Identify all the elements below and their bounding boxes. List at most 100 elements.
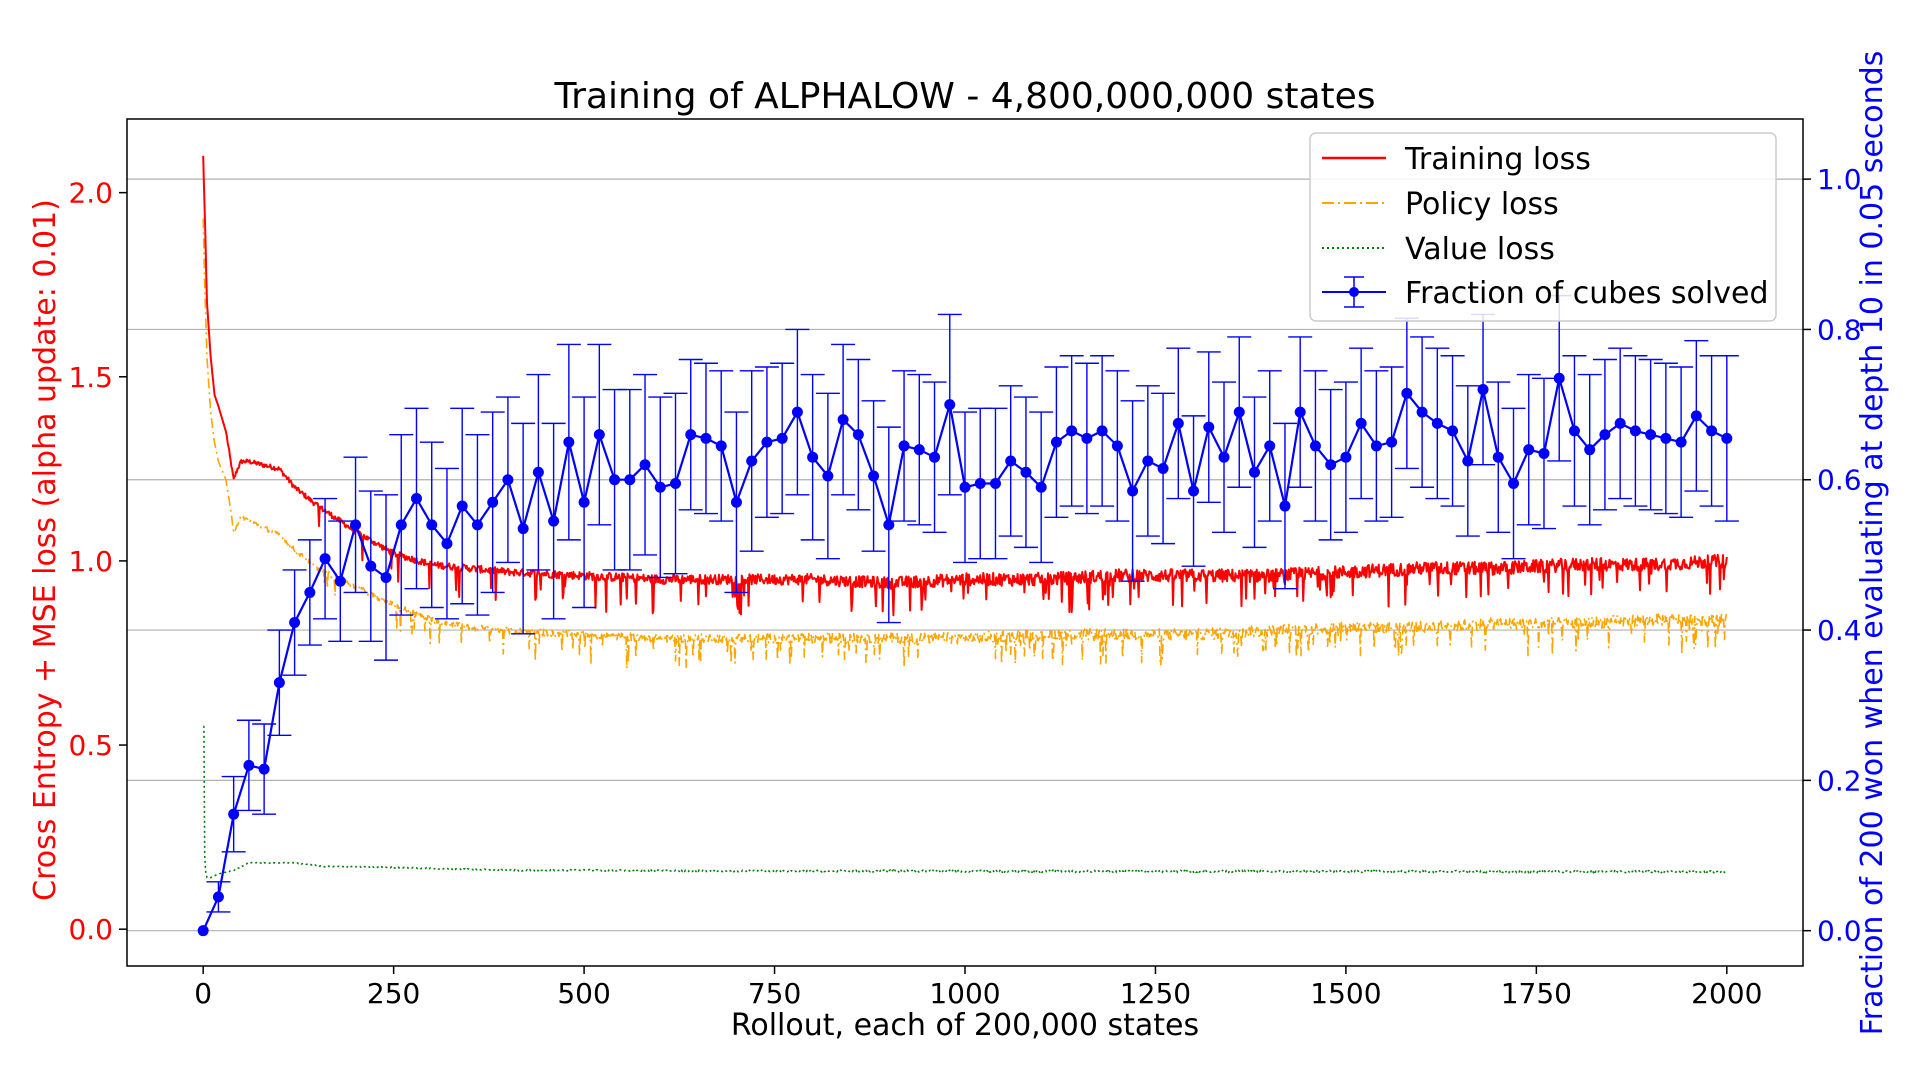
solved-point-78 bbox=[1386, 436, 1398, 448]
solved-point-73 bbox=[1309, 440, 1321, 452]
solved-point-47 bbox=[913, 444, 925, 456]
solved-point-13 bbox=[395, 519, 407, 531]
solved-point-59 bbox=[1096, 425, 1108, 437]
solved-point-28 bbox=[624, 474, 636, 486]
solved-point-58 bbox=[1081, 432, 1093, 444]
solved-point-20 bbox=[502, 474, 514, 486]
solved-point-75 bbox=[1340, 451, 1352, 463]
right-y-axis-label: Fraction of 200 won when evaluating at d… bbox=[1855, 51, 1890, 1036]
solved-point-49 bbox=[944, 399, 956, 411]
solved-point-92 bbox=[1599, 429, 1611, 441]
solved-point-38 bbox=[776, 432, 788, 444]
right-y-tick-label-2: 0.4 bbox=[1817, 614, 1862, 647]
solved-point-60 bbox=[1111, 440, 1123, 452]
solved-point-46 bbox=[898, 440, 910, 452]
legend-label-training: Training loss bbox=[1404, 142, 1591, 177]
solved-point-45 bbox=[883, 519, 895, 531]
solved-point-62 bbox=[1142, 455, 1154, 467]
solved-point-30 bbox=[654, 481, 666, 493]
x-tick-label-3: 750 bbox=[748, 977, 801, 1010]
solved-point-91 bbox=[1584, 444, 1596, 456]
solved-point-36 bbox=[746, 455, 758, 467]
chart-title: Training of ALPHALOW - 4,800,000,000 sta… bbox=[553, 76, 1375, 117]
legend-label-value: Value loss bbox=[1405, 232, 1555, 267]
solved-point-54 bbox=[1020, 466, 1032, 478]
solved-point-5 bbox=[273, 677, 285, 689]
solved-point-33 bbox=[700, 432, 712, 444]
solved-point-21 bbox=[517, 523, 529, 535]
solved-point-17 bbox=[456, 500, 468, 512]
solved-point-70 bbox=[1264, 440, 1276, 452]
solved-point-57 bbox=[1066, 425, 1078, 437]
solved-point-89 bbox=[1553, 372, 1565, 384]
solved-point-87 bbox=[1523, 444, 1535, 456]
solved-point-11 bbox=[365, 560, 377, 572]
right-y-tick-label-1: 0.2 bbox=[1817, 764, 1862, 797]
solved-point-80 bbox=[1416, 406, 1428, 418]
solved-point-18 bbox=[471, 519, 483, 531]
left-y-axis-label: Cross Entropy + MSE loss (alpha update: … bbox=[28, 199, 63, 901]
solved-point-34 bbox=[715, 440, 727, 452]
solved-point-24 bbox=[563, 436, 575, 448]
right-y-tick-label-3: 0.6 bbox=[1817, 464, 1862, 497]
solved-point-35 bbox=[730, 496, 742, 508]
series-line-training-loss bbox=[202, 155, 1728, 617]
series-line-value-loss bbox=[203, 725, 1728, 879]
solved-point-42 bbox=[837, 414, 849, 426]
x-tick-label-0: 0 bbox=[194, 977, 212, 1010]
solved-point-53 bbox=[1005, 455, 1017, 467]
left-y-tick-label-3: 1.5 bbox=[68, 361, 113, 394]
solved-point-69 bbox=[1248, 466, 1260, 478]
solved-point-6 bbox=[289, 617, 301, 629]
solved-point-43 bbox=[852, 429, 864, 441]
solved-point-98 bbox=[1690, 410, 1702, 422]
solved-point-26 bbox=[593, 429, 605, 441]
solved-point-10 bbox=[350, 519, 362, 531]
solved-point-84 bbox=[1477, 384, 1489, 396]
plot-area bbox=[197, 155, 1739, 937]
solved-point-27 bbox=[609, 474, 621, 486]
solved-point-1 bbox=[212, 891, 224, 903]
solved-point-7 bbox=[304, 586, 316, 598]
solved-point-22 bbox=[532, 466, 544, 478]
x-tick-label-7: 1750 bbox=[1501, 977, 1572, 1010]
legend-box bbox=[1309, 132, 1777, 322]
solved-point-4 bbox=[258, 763, 270, 775]
solved-point-19 bbox=[487, 496, 499, 508]
solved-point-83 bbox=[1462, 455, 1474, 467]
solved-point-32 bbox=[685, 429, 697, 441]
x-axis-label: Rollout, each of 200,000 states bbox=[731, 1008, 1199, 1043]
solved-point-0 bbox=[197, 925, 209, 937]
solved-point-9 bbox=[334, 575, 346, 587]
x-tick-label-8: 2000 bbox=[1691, 977, 1762, 1010]
x-tick-label-4: 1000 bbox=[929, 977, 1000, 1010]
solved-point-96 bbox=[1660, 432, 1672, 444]
x-tick-label-2: 500 bbox=[557, 977, 610, 1010]
right-y-tick-label-5: 1.0 bbox=[1817, 163, 1862, 196]
solved-point-63 bbox=[1157, 462, 1169, 474]
x-tick-label-1: 250 bbox=[367, 977, 420, 1010]
solved-point-50 bbox=[959, 481, 971, 493]
solved-point-67 bbox=[1218, 451, 1230, 463]
solved-point-74 bbox=[1325, 459, 1337, 471]
solved-point-25 bbox=[578, 496, 590, 508]
legend-swatch-solved-marker bbox=[1349, 287, 1359, 297]
solved-point-39 bbox=[791, 406, 803, 418]
left-y-tick-label-2: 1.0 bbox=[68, 545, 113, 578]
legend-label-policy: Policy loss bbox=[1405, 187, 1559, 222]
solved-point-37 bbox=[761, 436, 773, 448]
solved-point-100 bbox=[1721, 432, 1733, 444]
solved-point-86 bbox=[1508, 478, 1520, 490]
solved-point-82 bbox=[1447, 425, 1459, 437]
solved-point-2 bbox=[228, 808, 240, 820]
solved-point-76 bbox=[1355, 417, 1367, 429]
series-line-policy-loss bbox=[202, 218, 1728, 670]
solved-point-97 bbox=[1675, 436, 1687, 448]
solved-point-15 bbox=[426, 519, 438, 531]
solved-point-90 bbox=[1568, 425, 1580, 437]
solved-point-12 bbox=[380, 571, 392, 583]
solved-point-31 bbox=[670, 478, 682, 490]
solved-point-65 bbox=[1188, 485, 1200, 497]
x-tick-label-6: 1500 bbox=[1310, 977, 1381, 1010]
